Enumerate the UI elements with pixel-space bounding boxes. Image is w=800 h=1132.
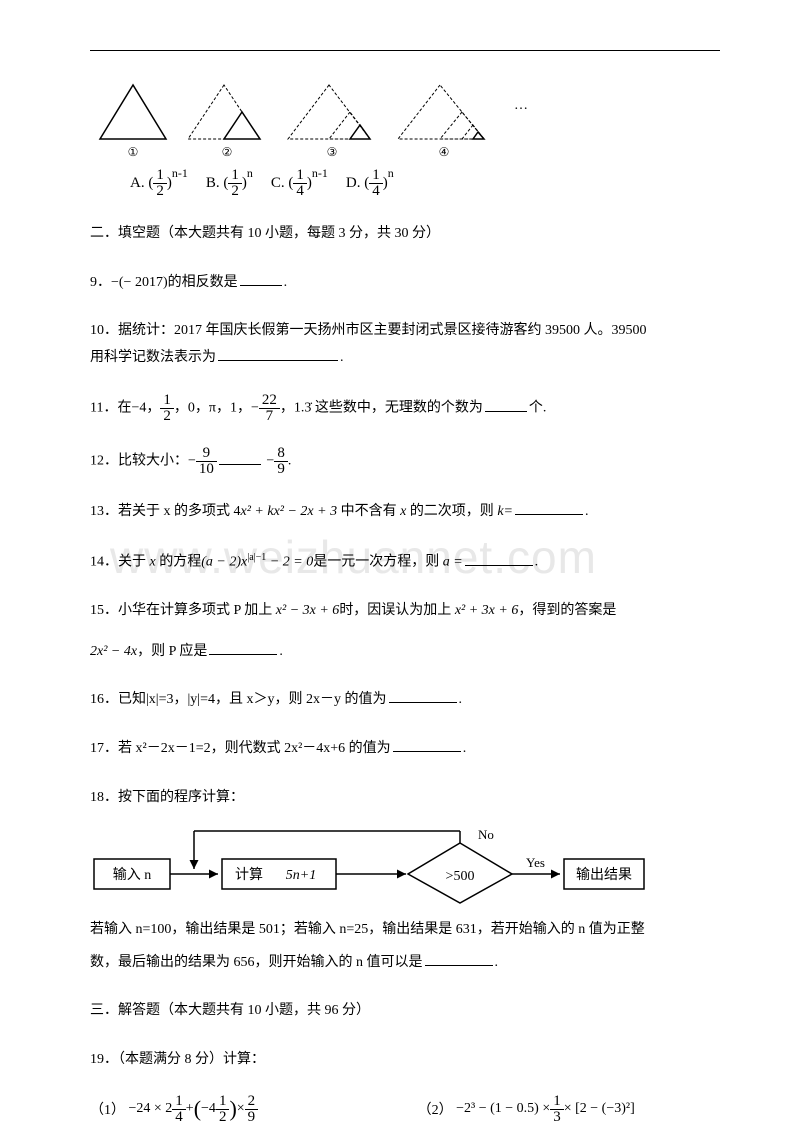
q19-calculations: （1） −24 × 214 + (−412) × 29 （2） −2³ − (1… <box>90 1094 720 1125</box>
triangle-1 <box>96 81 170 143</box>
triangle-2 <box>184 81 270 143</box>
q18-text-2: 数，最后输出的结果为 656，则开始输入的 n 值可以是. <box>90 950 720 977</box>
flow-calc-label: 计算 <box>235 867 263 883</box>
triangles-ellipsis: … <box>514 98 528 114</box>
q18-text-1: 若输入 n=100，输出结果是 501；若输入 n=25，输出结果是 631，若… <box>90 917 720 944</box>
triangle-caption-2: ② <box>222 145 233 160</box>
flow-cond: >500 <box>446 869 475 884</box>
q12: 12．比较大小：−910 −89. <box>90 446 720 477</box>
flow-input-text: 输入 n <box>113 867 152 883</box>
q8-option-d: D. (14)n <box>346 168 394 199</box>
q16: 16．已知|x|=3，|y|=4，且 x＞y，则 2x－y 的值为. <box>90 687 720 714</box>
q14: 14．关于 x 的方程(a − 2)x|a|−1 − 2 = 0是一元一次方程，… <box>90 548 720 576</box>
triangle-4 <box>394 81 494 143</box>
q8-option-c: C. (14)n-1 <box>271 168 328 199</box>
flowchart: 输入 n 计算 5n+1 >500 No Yes 输出结果 <box>90 825 720 905</box>
q15: 15．小华在计算多项式 P 加上 x² − 3x + 6时，因误认为加上 x² … <box>90 598 720 625</box>
q11: 11．在−4，12，0，π，1，−227，1.3̇ 这些数中，无理数的个数为个. <box>90 393 720 424</box>
q10: 10．据统计：2017 年国庆长假第一天扬州市区主要封闭式景区接待游客约 395… <box>90 318 720 371</box>
section-2-header: 二．填空题（本大题共有 10 小题，每题 3 分，共 30 分） <box>90 221 720 248</box>
flow-out: 输出结果 <box>576 867 632 883</box>
q19: 19．（本题满分 8 分）计算： <box>90 1047 720 1074</box>
triangle-3 <box>284 81 380 143</box>
triangle-caption-4: ④ <box>439 145 450 160</box>
q17: 17．若 x²－2x－1=2，则代数式 2x²－4x+6 的值为. <box>90 736 720 763</box>
q13: 13．若关于 x 的多项式 4x² + kx² − 2x + 3 中不含有 x … <box>90 499 720 526</box>
q18: 18．按下面的程序计算： <box>90 785 720 812</box>
q19-calc-2: （2） −2³ − (1 − 0.5) × 13 × [2 − (−3)²] <box>418 1094 720 1125</box>
triangle-caption-1: ① <box>128 145 139 160</box>
flow-yes: Yes <box>526 855 545 870</box>
triangles-figure: ① ② ③ ④ … <box>96 81 720 160</box>
q8-options: A. (12)n-1 B. (12)n C. (14)n-1 D. (14)n <box>130 168 720 199</box>
q8-option-a: A. (12)n-1 <box>130 168 188 199</box>
q8-option-b: B. (12)n <box>206 168 253 199</box>
triangle-caption-3: ③ <box>327 145 338 160</box>
flow-calc-expr: 5n+1 <box>286 868 316 883</box>
flow-no: No <box>478 827 494 842</box>
section-3-header: 三．解答题（本大题共有 10 小题，共 96 分） <box>90 998 720 1025</box>
q9: 9．−(− 2017)的相反数是. <box>90 270 720 297</box>
q15b: 2x² − 4x，则 P 应是. <box>90 639 720 666</box>
q19-calc-1: （1） −24 × 214 + (−412) × 29 <box>90 1094 392 1125</box>
